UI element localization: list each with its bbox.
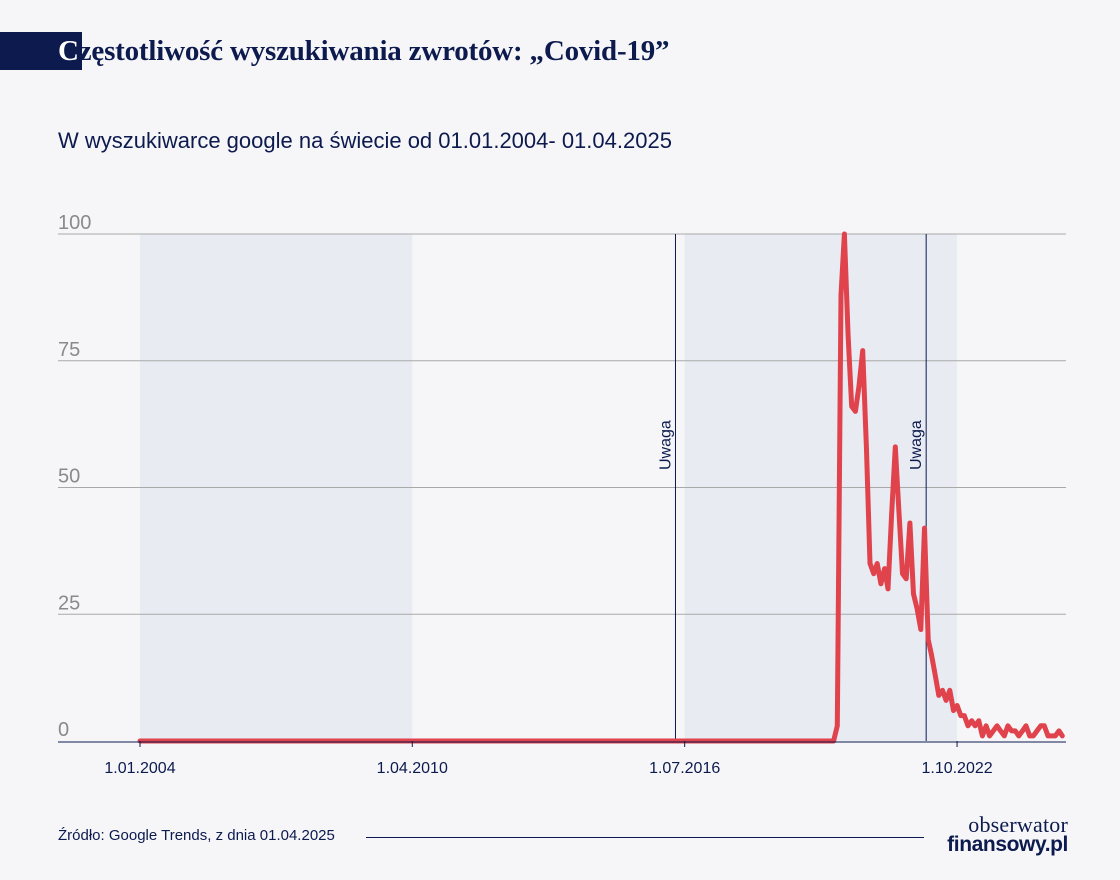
annotations: Uwaga Uwaga [657,234,927,741]
y-tick-label-100: 100 [58,212,91,234]
y-tick-label-75: 75 [58,339,80,361]
x-axis: 1.01.2004 1.04.2010 1.07.2016 1.10.2022 [58,741,1066,777]
annotation-label-2: Uwaga [908,420,925,470]
logo-line-1: obserwator [968,812,1068,837]
x-tick-label-3: 1.07.2016 [649,760,720,777]
x-tick-label-2: 1.04.2010 [377,760,448,777]
chart-title: Częstotliwość wyszukiwania zwrotów: „Cov… [58,35,670,68]
annotation-label-1: Uwaga [657,420,674,470]
title-accent-bar [0,32,82,70]
x-tick-label-4: 1.10.2022 [921,760,992,777]
y-axis-tick-labels: 0 25 50 75 100 [58,212,91,741]
chart-subtitle: W wyszukiwarce google na świecie od 01.0… [58,128,672,153]
y-tick-label-25: 25 [58,592,80,614]
line-chart: 0 25 50 75 100 Uwaga Uwaga 1.01.2004 1.04.2010… [58,212,1066,777]
logo-line-2: finansowy.pl [947,833,1068,856]
series-line-1 [137,231,1065,744]
footer-divider [366,837,924,838]
brand-logo: obserwator finansowy.pl [947,812,1068,856]
data-series [137,231,1065,744]
title-first-letter: C [58,35,79,67]
source-note: Źródło: Google Trends, z dnia 01.04.2025 [58,827,335,844]
gridlines [58,233,1066,615]
x-tick-label-1: 1.01.2004 [104,760,175,777]
y-tick-label-50: 50 [58,466,80,488]
y-tick-label-0: 0 [58,719,69,741]
title-text: zęstotliwość wyszukiwania zwrotów: „Covi… [78,35,670,67]
